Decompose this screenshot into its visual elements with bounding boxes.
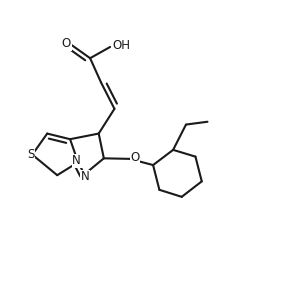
Text: N: N [72,154,81,167]
Text: O: O [62,37,71,50]
Text: O: O [130,151,139,164]
Text: S: S [27,148,35,161]
Text: N: N [81,170,89,183]
Text: OH: OH [112,39,130,52]
